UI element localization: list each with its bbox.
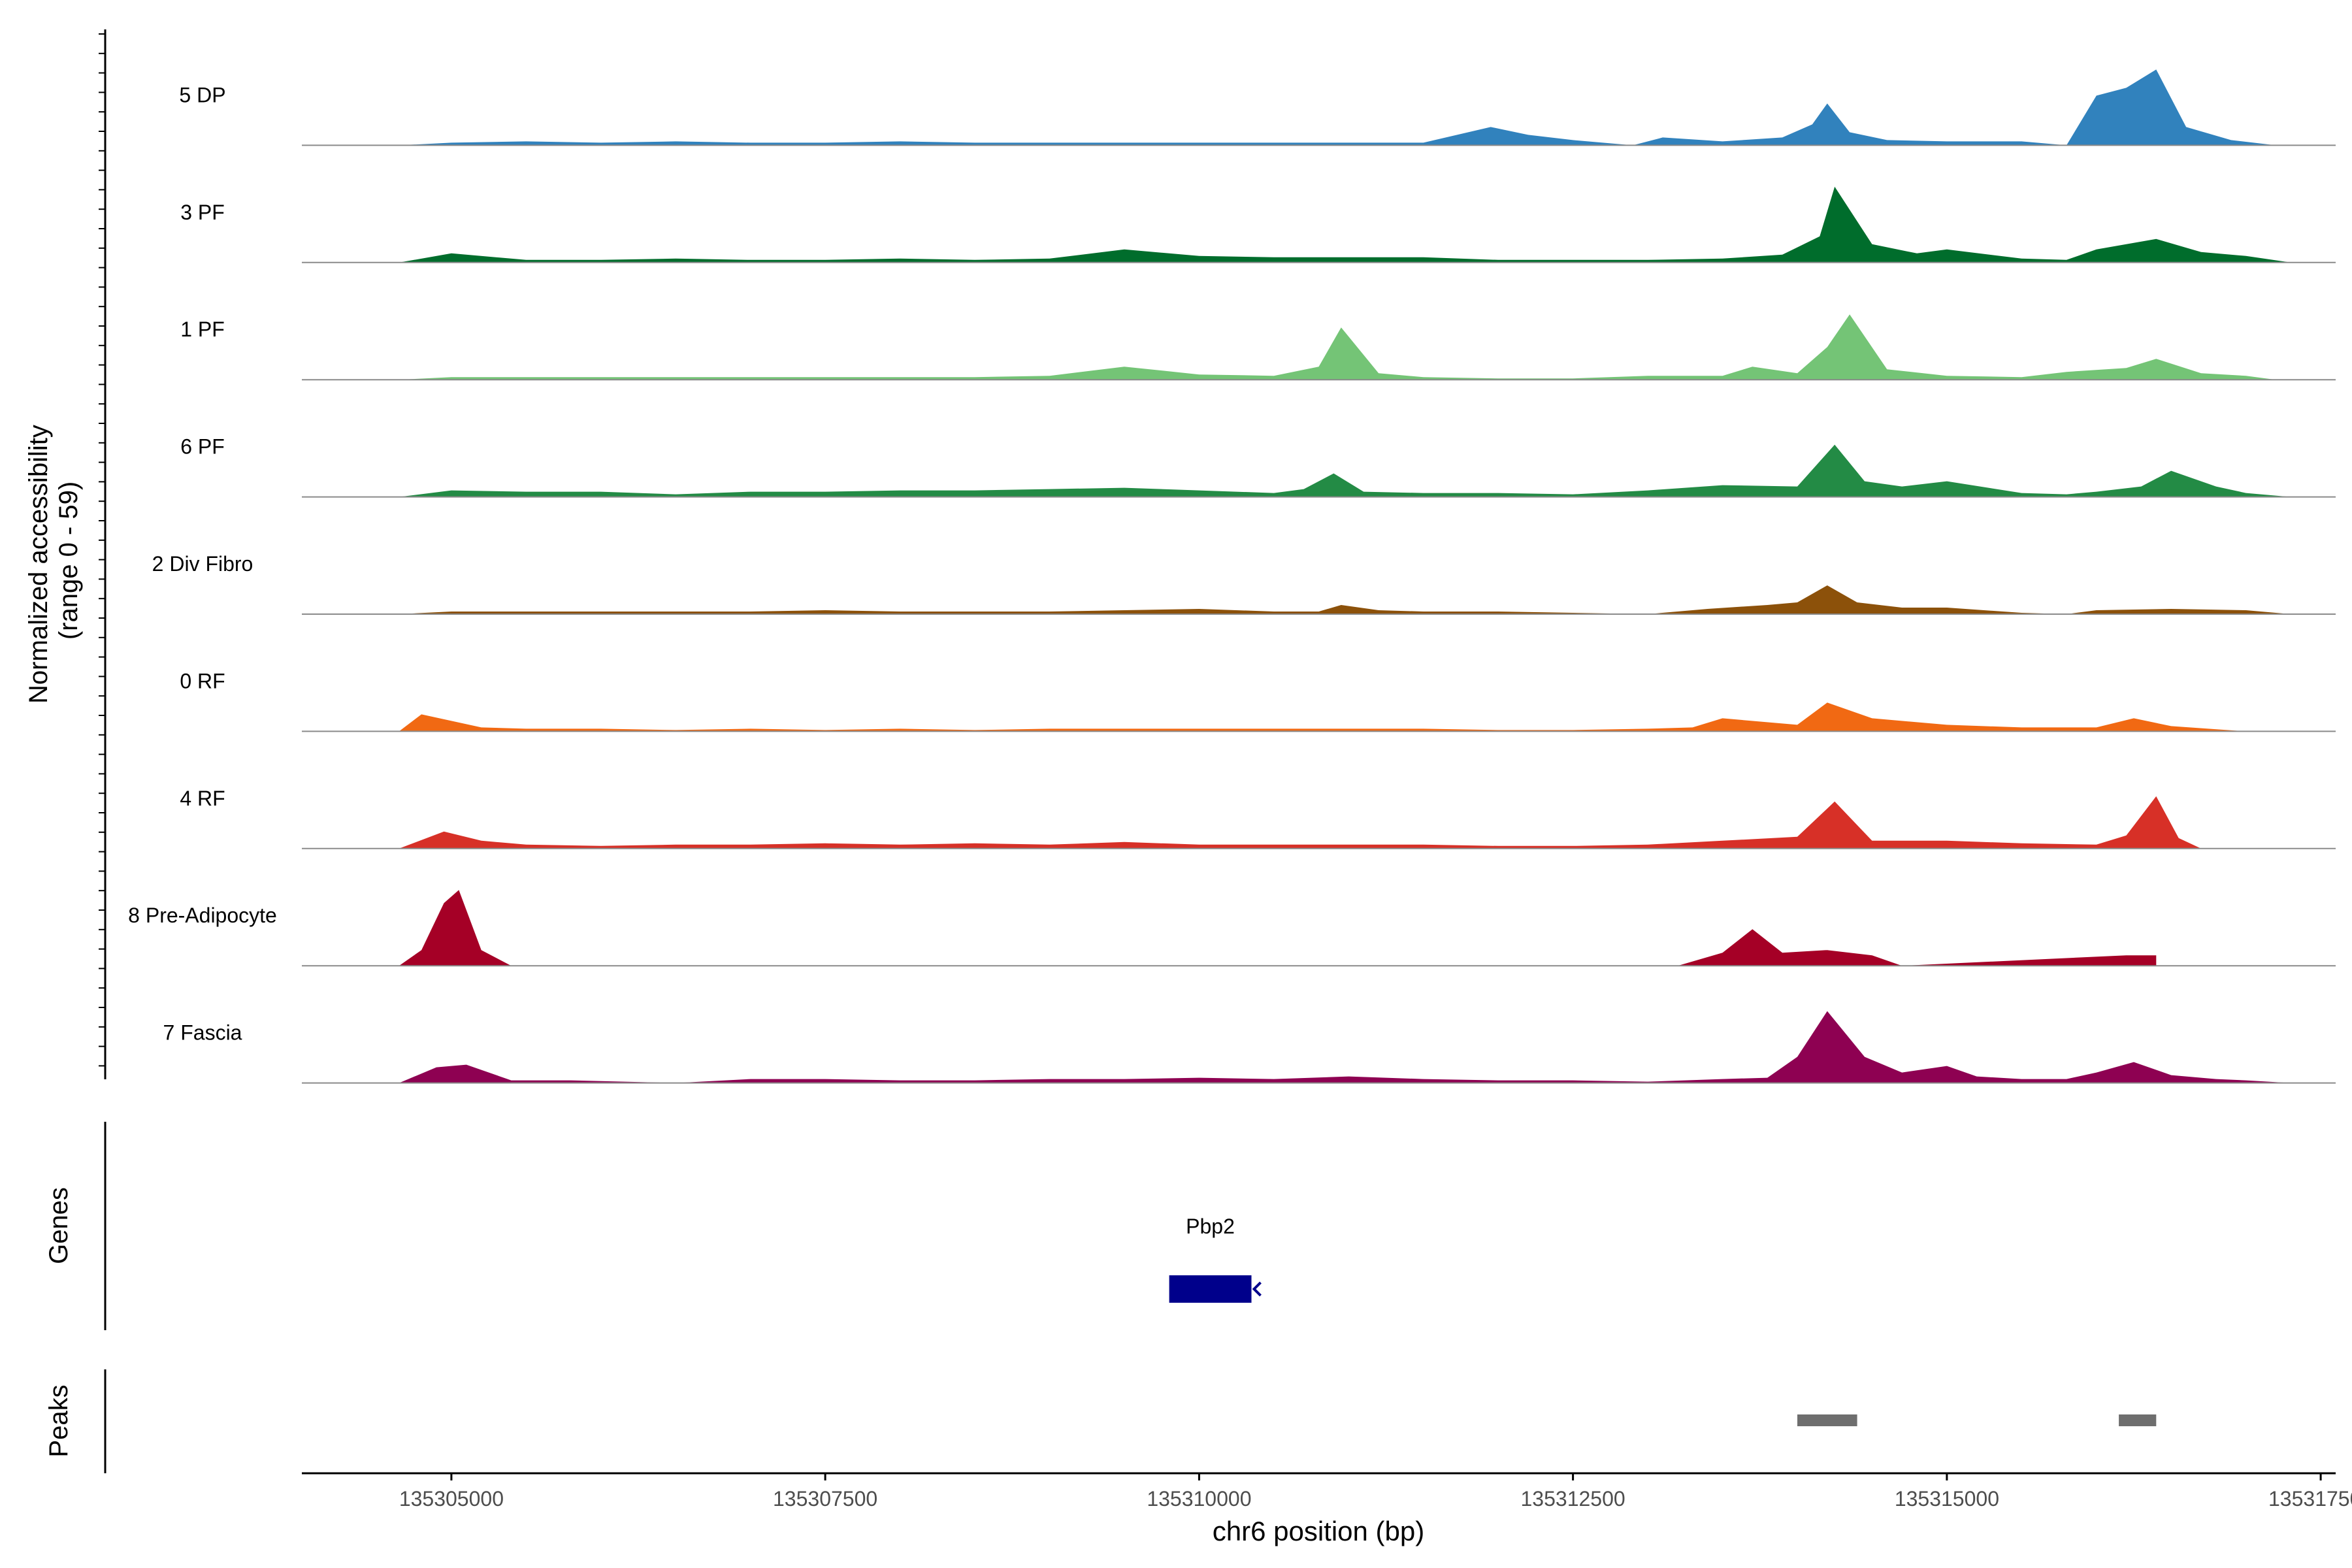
track-label: 4 RF <box>180 787 225 810</box>
peak-bar <box>1797 1414 1857 1426</box>
peaks-track <box>1797 1414 2157 1426</box>
track-label: 0 RF <box>180 669 225 693</box>
coverage-area <box>399 69 2276 146</box>
track-label: 7 Fascia <box>163 1021 242 1045</box>
gene-label: Pbp2 <box>1186 1215 1235 1238</box>
coverage-area <box>399 186 2291 263</box>
genes-track: Pbp2 <box>1169 1215 1262 1303</box>
peaks-axis-label: Peaks <box>44 1384 73 1457</box>
coverage-area <box>399 444 2291 497</box>
track-label: 5 DP <box>179 83 225 106</box>
track-7-fascia: 7 Fascia <box>163 1011 2336 1084</box>
x-tick-label: 135310000 <box>1147 1487 1251 1511</box>
x-tick-label: 135312500 <box>1521 1487 1625 1511</box>
track-label: 1 PF <box>180 318 225 341</box>
coverage-area <box>399 890 2157 966</box>
x-tick-label: 135317500 <box>2268 1487 2352 1511</box>
coverage-area <box>399 585 2291 614</box>
gene-body <box>1169 1275 1252 1303</box>
track-5-dp: 5 DP <box>179 69 2336 146</box>
track-4-rf: 4 RF <box>180 787 2336 849</box>
track-label: 8 Pre-Adipocyte <box>128 904 277 927</box>
gene-strand-arrow <box>1252 1281 1262 1297</box>
coverage-area <box>399 702 2246 732</box>
track-2-div-fibro: 2 Div Fibro <box>152 552 2336 615</box>
x-tick-label: 135307500 <box>773 1487 877 1511</box>
y-axis-label: Normalized accessibility (range 0 - 59) <box>24 417 83 704</box>
coverage-area <box>399 796 2201 849</box>
track-0-rf: 0 RF <box>180 669 2336 732</box>
track-8-pre-adipocyte: 8 Pre-Adipocyte <box>128 890 2336 967</box>
peak-bar <box>2119 1414 2157 1426</box>
genes-axis-label: Genes <box>44 1187 73 1264</box>
x-axis-ticks: 135305000 135307500 135310000 135312500 1353… <box>399 1473 2352 1511</box>
x-axis-label: chr6 position (bp) <box>1213 1516 1425 1546</box>
x-tick-label: 135305000 <box>399 1487 504 1511</box>
coverage-area <box>399 1011 2291 1083</box>
track-1-pf: 1 PF <box>180 314 2336 381</box>
coverage-tracks: 5 DP 3 PF 1 PF 6 PF 2 Div Fibro 0 RF 4 RF 8 Pre… <box>128 69 2336 1084</box>
track-label: 6 PF <box>180 435 225 459</box>
track-3-pf: 3 PF <box>180 186 2336 263</box>
x-tick-label: 135315000 <box>1895 1487 1999 1511</box>
coverage-area <box>399 314 2276 380</box>
track-6-pf: 6 PF <box>180 435 2336 498</box>
tracks-y-axis-ticks <box>99 33 105 1067</box>
track-label: 2 Div Fibro <box>152 552 253 576</box>
track-label: 3 PF <box>180 201 225 224</box>
